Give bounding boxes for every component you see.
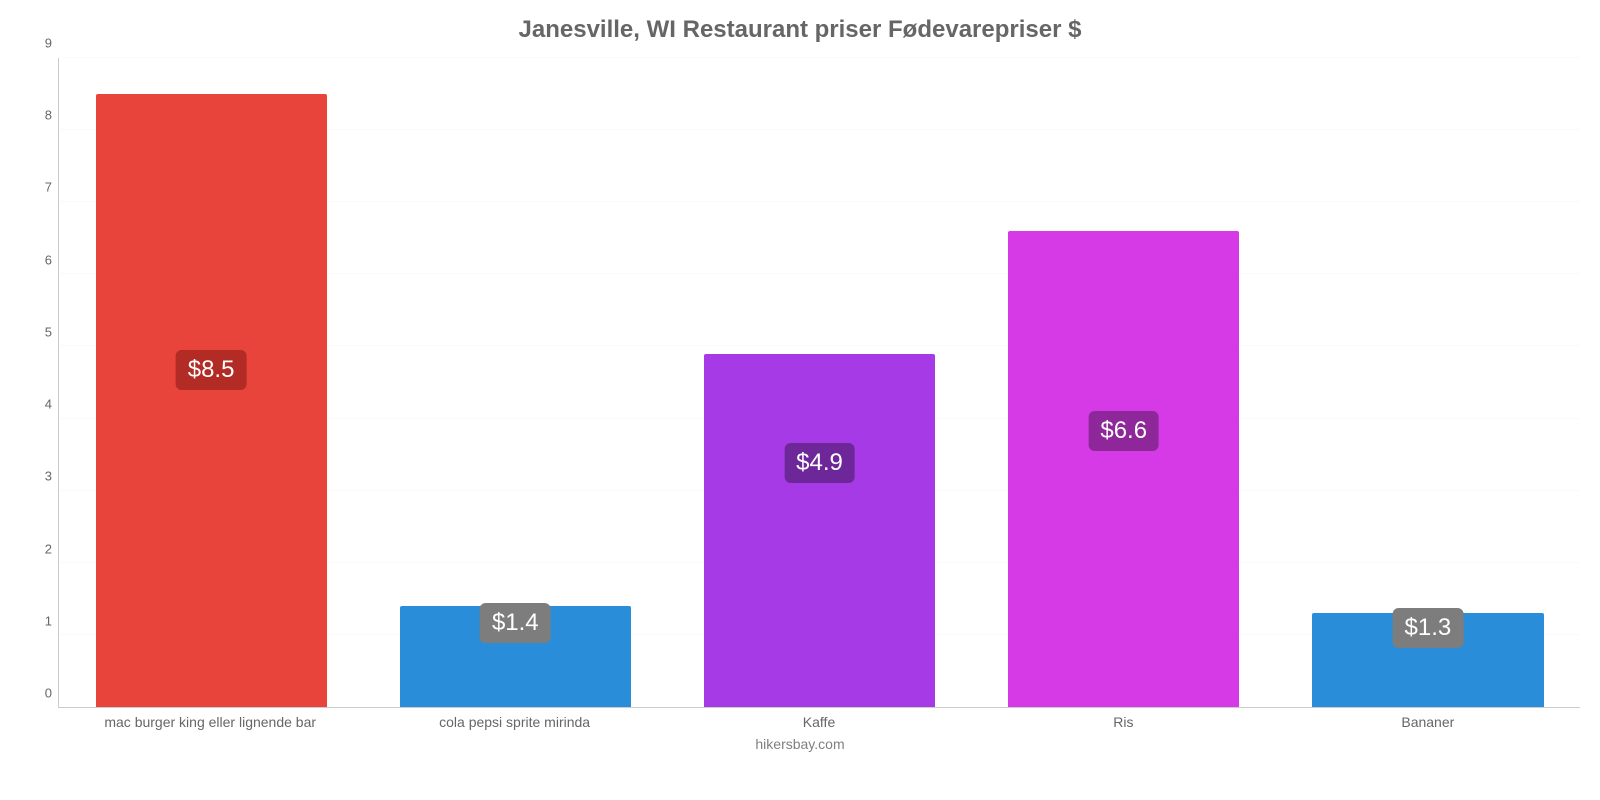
- bar-2: $4.9: [704, 354, 935, 707]
- x-label-3: Ris: [971, 708, 1275, 738]
- bar-slot-4: $1.3: [1276, 58, 1580, 707]
- bar-slot-0: $8.5: [59, 58, 363, 707]
- chart-title: Janesville, WI Restaurant priser Fødevar…: [20, 16, 1580, 44]
- y-tick-1: 1: [45, 613, 52, 628]
- y-tick-6: 6: [45, 252, 52, 267]
- bars-group: $8.5 $1.4 $4.9 $6.6: [59, 58, 1580, 707]
- y-tick-4: 4: [45, 397, 52, 412]
- x-label-0: mac burger king eller lignende bar: [58, 708, 362, 738]
- bar-4: $1.3: [1312, 613, 1543, 707]
- plot-region: 0 1 2 3 4 5 6 7 8 9 $8.5: [20, 58, 1580, 738]
- y-tick-5: 5: [45, 324, 52, 339]
- value-badge-2: $4.9: [784, 443, 855, 483]
- value-badge-0: $8.5: [176, 350, 247, 390]
- x-label-4: Bananer: [1276, 708, 1580, 738]
- bar-0: $8.5: [96, 94, 327, 707]
- x-axis: mac burger king eller lignende bar cola …: [58, 708, 1580, 738]
- y-tick-2: 2: [45, 541, 52, 556]
- bar-slot-1: $1.4: [363, 58, 667, 707]
- chart-footer: hikersbay.com: [20, 736, 1580, 752]
- y-tick-3: 3: [45, 469, 52, 484]
- x-label-1: cola pepsi sprite mirinda: [362, 708, 666, 738]
- y-tick-7: 7: [45, 180, 52, 195]
- plot-area: $8.5 $1.4 $4.9 $6.6: [58, 58, 1580, 708]
- chart-container: Janesville, WI Restaurant priser Fødevar…: [0, 0, 1600, 800]
- y-axis: 0 1 2 3 4 5 6 7 8 9: [20, 58, 58, 738]
- y-tick-8: 8: [45, 108, 52, 123]
- value-badge-3: $6.6: [1088, 411, 1159, 451]
- y-tick-9: 9: [45, 36, 52, 51]
- x-label-2: Kaffe: [667, 708, 971, 738]
- y-tick-0: 0: [45, 686, 52, 701]
- value-badge-1: $1.4: [480, 603, 551, 643]
- bar-3: $6.6: [1008, 231, 1239, 707]
- bar-slot-3: $6.6: [972, 58, 1276, 707]
- bar-1: $1.4: [400, 606, 631, 707]
- value-badge-4: $1.3: [1393, 608, 1464, 648]
- bar-slot-2: $4.9: [667, 58, 971, 707]
